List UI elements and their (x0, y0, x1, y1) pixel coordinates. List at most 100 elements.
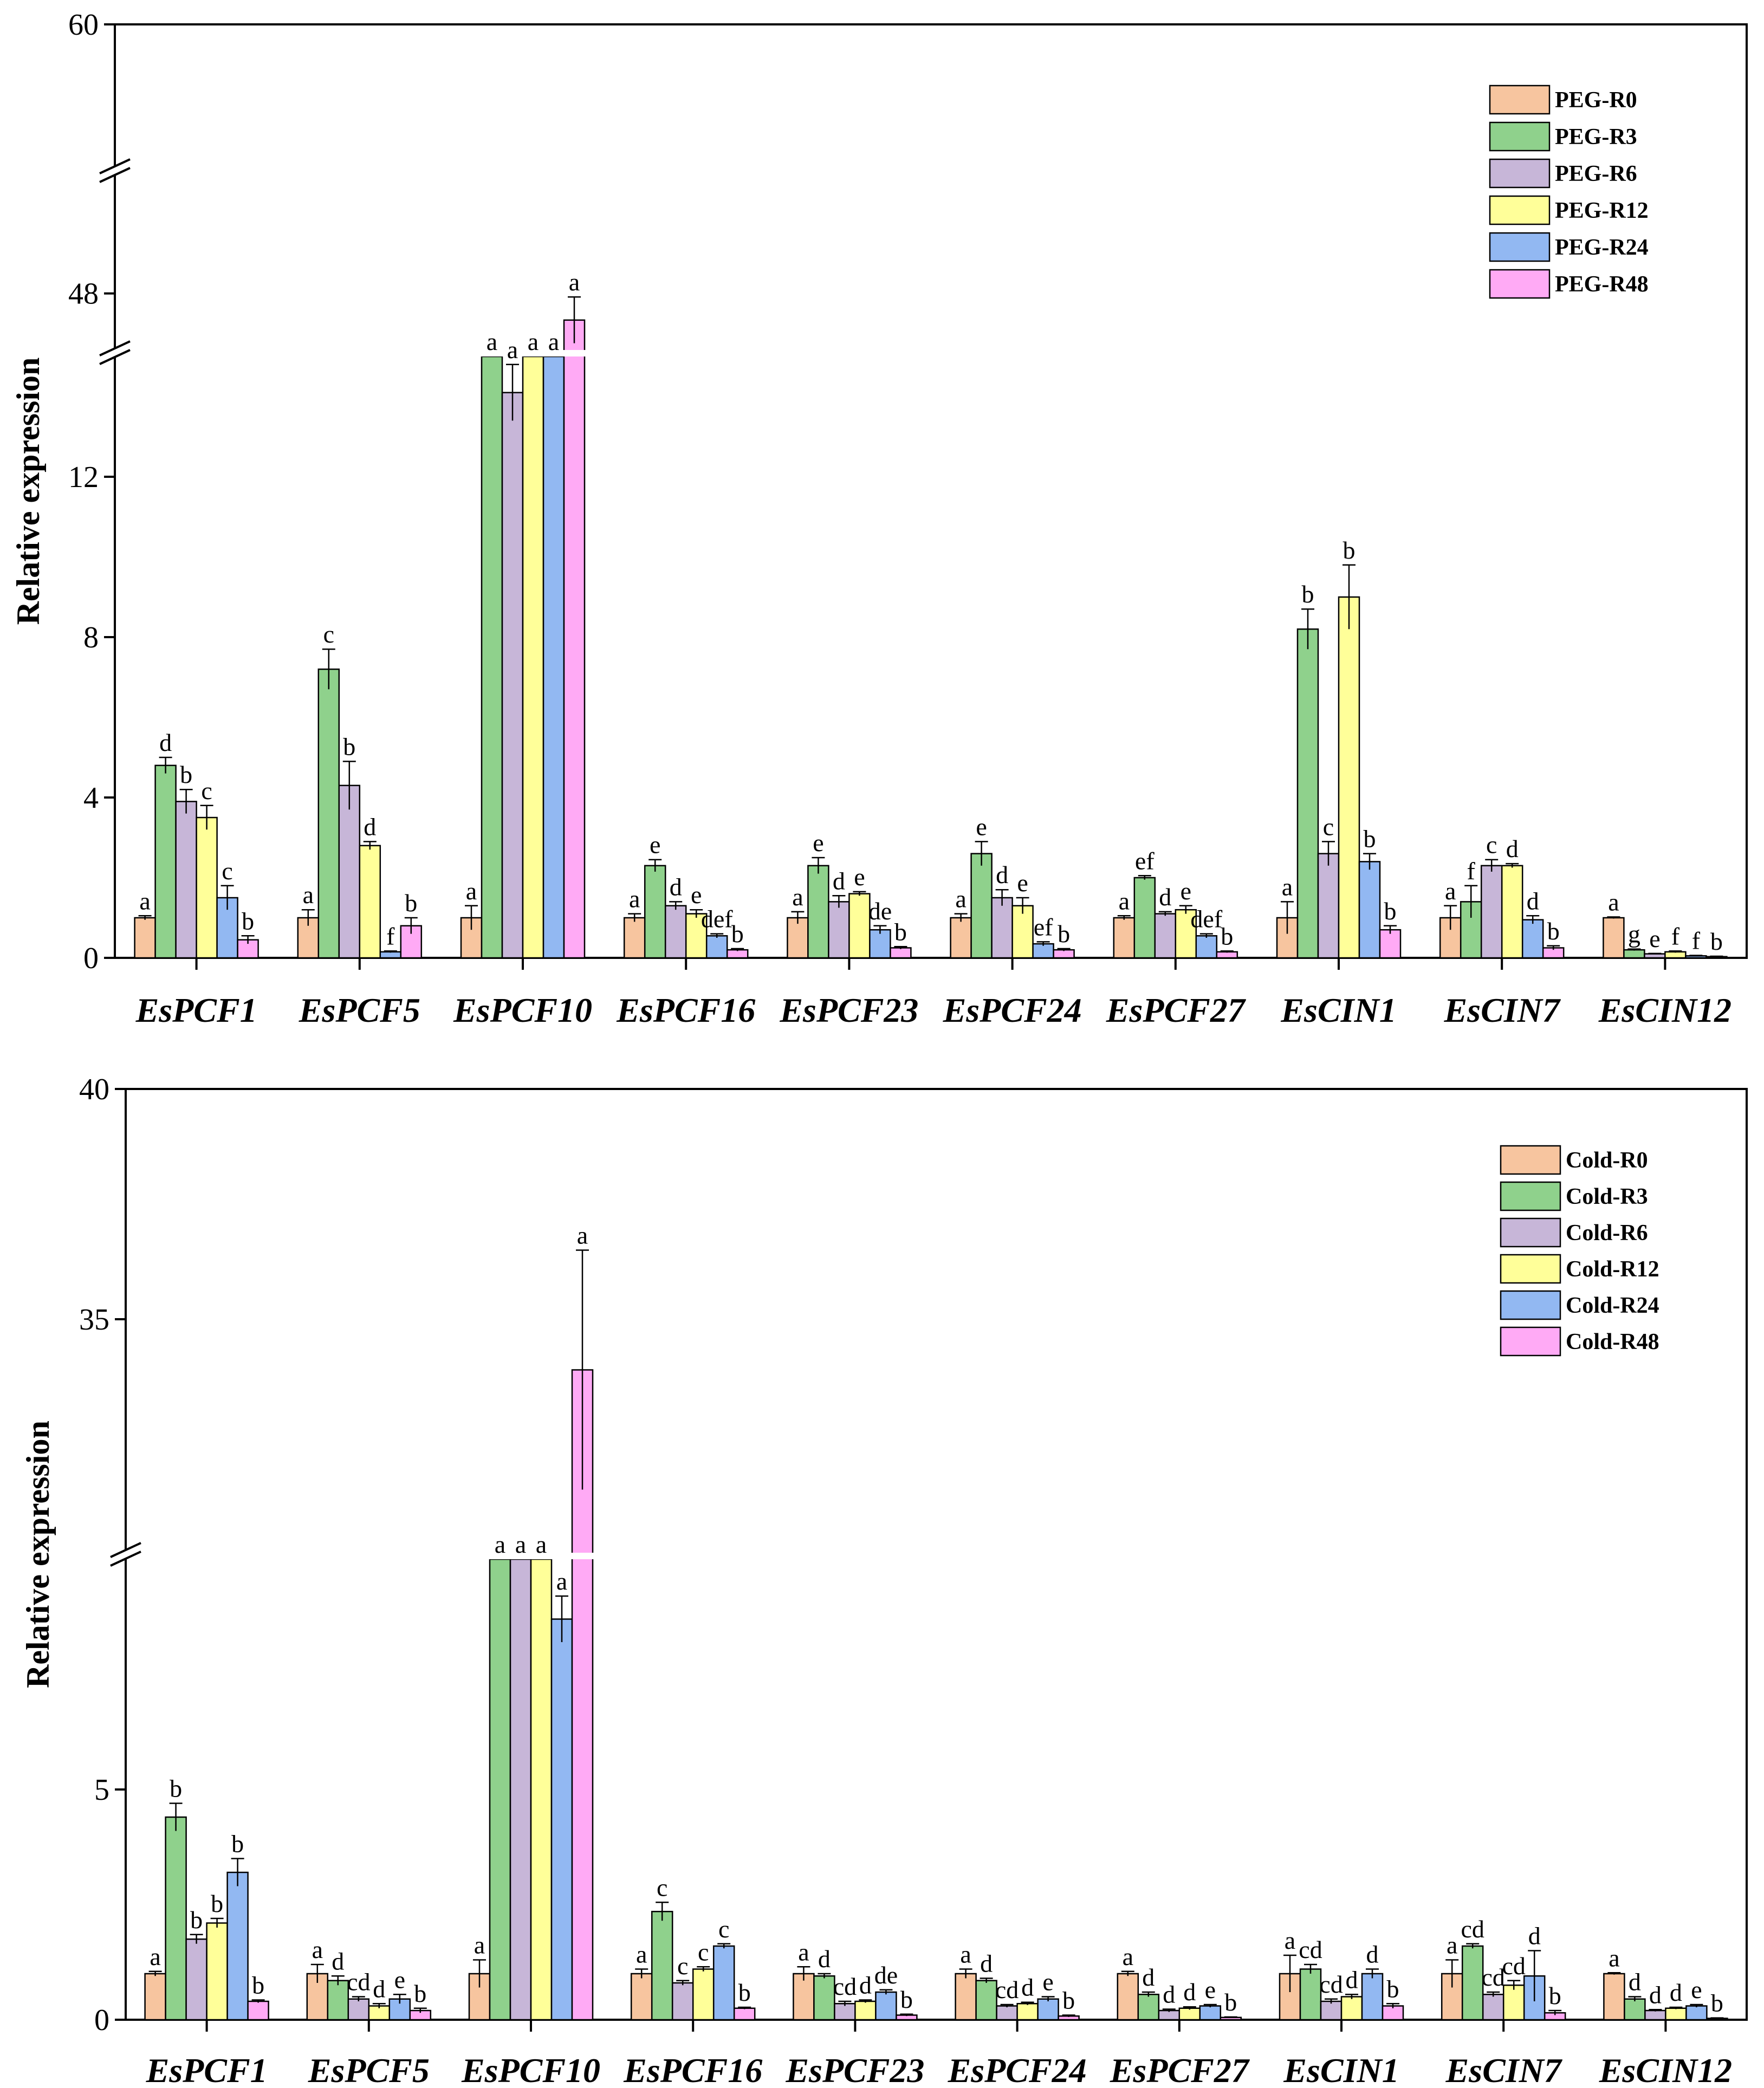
bar (1338, 596, 1360, 959)
significance-label: f (1467, 857, 1476, 885)
legend: Cold-R0 Cold-R3 Cold-R6 Cold-R12 Cold-R24 Col… (1500, 1145, 1659, 1357)
bar (1154, 913, 1177, 959)
legend-swatch (1489, 158, 1551, 189)
significance-label: b (1387, 1975, 1399, 2002)
significance-label: c (1323, 813, 1334, 840)
significance-label: a (1282, 873, 1293, 900)
bar (206, 1922, 228, 2021)
bar (1117, 1973, 1139, 2021)
y-tick-label: 5 (94, 1773, 109, 1807)
bar (247, 2000, 269, 2021)
bar (1178, 2007, 1201, 2021)
bar (1320, 2000, 1343, 2021)
legend-label: PEG-R0 (1555, 88, 1637, 113)
x-category-label: EsPCF10 (461, 2051, 600, 2088)
significance-label: b (1221, 922, 1233, 950)
bar (1644, 953, 1666, 959)
axis-break-mark (110, 1542, 141, 1558)
y-axis-title: Relative expression (20, 1421, 56, 1688)
significance-label: a (536, 1531, 547, 1558)
bar-break-gap (542, 350, 565, 356)
bar (996, 2005, 1018, 2021)
significance-label: a (1447, 1931, 1457, 1959)
significance-label: e (976, 813, 987, 840)
bar (1011, 905, 1034, 959)
significance-label: a (312, 1936, 323, 1963)
significance-label: e (394, 1966, 405, 1993)
x-category-label: EsCIN1 (1283, 2051, 1399, 2088)
significance-label: b (1549, 1982, 1561, 2009)
significance-label: b (1710, 928, 1723, 955)
x-category-label: EsPCF5 (308, 2051, 430, 2088)
bar (1361, 1973, 1384, 2021)
significance-label: d (980, 1950, 993, 1977)
y-tick-label: 35 (79, 1303, 109, 1337)
bar (848, 893, 871, 959)
significance-label: cd (833, 1973, 857, 2000)
significance-label: c (657, 1873, 667, 1901)
legend-label: Cold-R48 (1566, 1330, 1659, 1354)
significance-label: b (343, 732, 355, 760)
bar (875, 1991, 897, 2021)
x-category-label: EsPCF24 (948, 2051, 1087, 2088)
legend-label: PEG-R12 (1555, 198, 1649, 223)
x-category-label: EsCIN7 (1445, 2051, 1562, 2088)
bar (1137, 1994, 1160, 2021)
significance-label: b (738, 1979, 751, 2006)
significance-label: d (332, 1947, 344, 1975)
significance-label: d (1629, 1968, 1641, 1996)
bar (869, 929, 891, 959)
bar-break-gap (481, 350, 503, 356)
legend-label: PEG-R3 (1555, 125, 1637, 150)
bar (834, 2003, 856, 2021)
legend-label: Cold-R0 (1566, 1148, 1648, 1173)
significance-label: d (373, 1975, 385, 2002)
bar (481, 355, 503, 959)
significance-label: d (1670, 1979, 1682, 2006)
bar-break-gap (571, 1553, 594, 1559)
bar (1644, 2009, 1666, 2021)
bar (828, 901, 850, 959)
bar-break-gap (509, 1553, 532, 1559)
significance-label: cd (1461, 1915, 1484, 1943)
bar (630, 1973, 653, 2021)
x-category-label: EsPCF16 (616, 991, 755, 1029)
significance-label: def (701, 905, 733, 933)
legend-swatch (1489, 232, 1551, 262)
x-category-label: EsPCF27 (1106, 991, 1247, 1029)
bar (1195, 935, 1218, 959)
bar (807, 865, 829, 959)
bar (359, 845, 381, 959)
x-category-label: EsPCF5 (299, 991, 420, 1029)
significance-label: a (1119, 887, 1130, 915)
bar (1603, 917, 1625, 959)
bar (347, 1998, 370, 2021)
significance-label: d (818, 1945, 831, 1973)
bar-break-gap (563, 350, 586, 356)
bar (1379, 929, 1402, 959)
bar (664, 905, 687, 959)
significance-label: e (813, 829, 823, 857)
significance-label: e (691, 881, 702, 909)
significance-label: b (1302, 580, 1314, 608)
significance-label: a (1609, 1944, 1619, 1972)
significance-label: e (854, 863, 865, 891)
significance-label: a (487, 328, 497, 355)
legend-label: Cold-R24 (1566, 1293, 1659, 1318)
significance-label: a (792, 883, 803, 911)
significance-label: b (1343, 536, 1356, 564)
bar (671, 1982, 694, 2021)
significance-label: c (201, 777, 212, 805)
significance-label: b (894, 918, 907, 945)
bar (685, 913, 708, 959)
significance-label: b (170, 1775, 182, 1802)
plot-frame (114, 23, 1748, 959)
bar (185, 1938, 207, 2021)
significance-label: e (1017, 869, 1028, 897)
legend-swatch (1500, 1254, 1561, 1284)
bar (854, 2000, 877, 2021)
significance-label: a (577, 1222, 588, 1249)
significance-label: b (414, 1980, 426, 2007)
